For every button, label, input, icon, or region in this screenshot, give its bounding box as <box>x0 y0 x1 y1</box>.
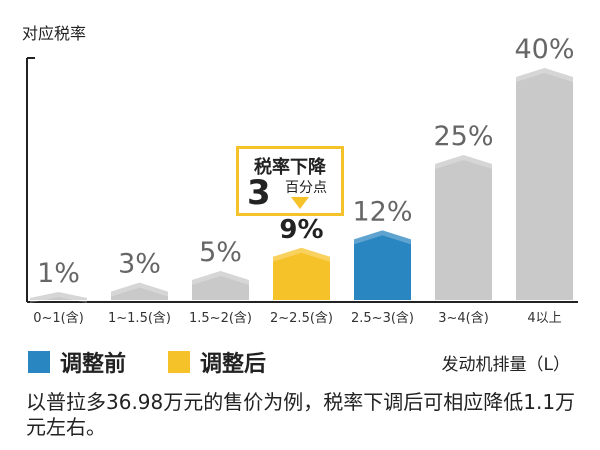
x-tick-label-5: 3~4(含) <box>438 310 489 326</box>
bar-highlight-0 <box>30 292 87 303</box>
callout-title: 税率下降 <box>254 157 326 178</box>
x-tick-label-0: 0~1(含) <box>33 310 84 326</box>
bar-value-label-1: 3% <box>118 249 161 280</box>
legend: 调整前 调整后 <box>28 346 308 378</box>
x-tick-label-3: 2~2.5(含) <box>270 310 333 326</box>
bar-highlight-6 <box>516 68 573 82</box>
bar-highlight-4 <box>354 230 411 245</box>
x-tick-label-2: 1.5~2(含) <box>189 310 252 326</box>
x-tick-label-6: 4以上 <box>527 311 561 326</box>
legend-item-after: 调整后 <box>168 346 266 378</box>
bar-5 <box>435 155 492 300</box>
bar-value-label-0: 1% <box>37 258 80 289</box>
legend-swatch-before <box>28 351 50 373</box>
x-axis-label: 发动机排量（L） <box>441 355 570 375</box>
callout-number: 3 <box>247 173 271 213</box>
legend-label-after: 调整后 <box>200 352 267 377</box>
bar-3 <box>273 247 330 300</box>
callout-unit: 百分点 <box>285 180 327 196</box>
bar-value-label-5: 25% <box>433 121 493 152</box>
bar-highlight-1 <box>111 282 168 297</box>
footnote: 以普拉多36.98万元的售价为例，税率下调后可相应降低1.1万元左右。 <box>26 390 576 439</box>
bar-highlight-2 <box>192 271 249 285</box>
x-tick-label-4: 2.5~3(含) <box>351 310 414 326</box>
bar-value-label-6: 40% <box>514 34 574 65</box>
bar-value-label-3: 9% <box>279 215 323 245</box>
x-tick-label-1: 1~1.5(含) <box>108 310 171 326</box>
bar-6 <box>516 68 573 300</box>
bar-value-label-4: 12% <box>352 196 412 227</box>
y-axis-label: 对应税率 <box>22 24 87 43</box>
bar-highlight-5 <box>435 155 492 169</box>
bar-2 <box>192 271 249 300</box>
down-arrow-icon <box>291 197 309 209</box>
bar-value-label-2: 5% <box>199 237 242 268</box>
bar-1 <box>111 282 168 300</box>
bar-0 <box>30 292 87 300</box>
legend-label-before: 调整前 <box>60 352 127 377</box>
bar-highlight-3 <box>273 247 330 262</box>
bar-4 <box>354 230 411 300</box>
legend-swatch-after <box>168 351 191 373</box>
legend-item-before: 调整前 <box>28 346 126 378</box>
rate-drop-callout: 税率下降 3 百分点 <box>236 146 344 216</box>
